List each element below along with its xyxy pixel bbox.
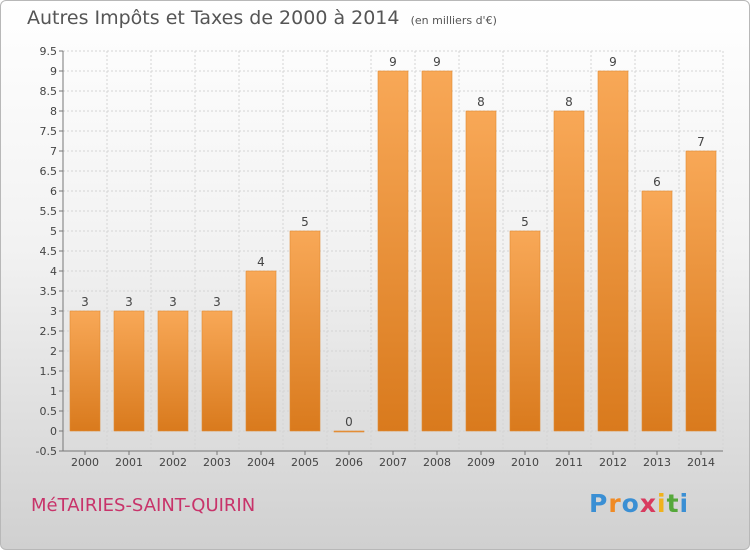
y-tick-label: 0.5: [40, 405, 58, 418]
y-tick-label: 8.5: [40, 85, 58, 98]
y-tick-label: 7: [50, 145, 57, 158]
bar-2014: [685, 150, 717, 432]
x-tick-label-2010: 2010: [511, 456, 539, 469]
value-label-2009: 8: [477, 95, 485, 109]
y-tick-labels: -0.5 0 0.5 1 1.5 2 2.5 3 3.5 4 4.5 5 5.5 6 6.5 7 7.5 8 8.5…: [36, 45, 57, 458]
bar-2002: [157, 310, 189, 432]
bar-2009: [465, 110, 497, 432]
value-label-2000: 3: [81, 295, 89, 309]
x-tick-label-2014: 2014: [687, 456, 715, 469]
y-tick-label: 2: [50, 345, 57, 358]
value-label-2007: 9: [389, 55, 397, 69]
y-tick-label: 2.5: [40, 325, 58, 338]
value-label-2001: 3: [125, 295, 133, 309]
y-tick-label: 4.5: [40, 245, 58, 258]
x-tick-label-2011: 2011: [555, 456, 583, 469]
y-tick-label: -0.5: [36, 445, 57, 458]
x-tick-label-2006: 2006: [335, 456, 363, 469]
bar-2003: [201, 310, 233, 432]
x-tick-label-2005: 2005: [291, 456, 319, 469]
y-tick-label: 0: [50, 425, 57, 438]
y-tick-label: 3: [50, 305, 57, 318]
value-label-2005: 5: [301, 215, 309, 229]
value-label-2010: 5: [521, 215, 529, 229]
x-tick-label-2012: 2012: [599, 456, 627, 469]
logo-letter: i: [657, 489, 667, 518]
x-tick-label-2000: 2000: [71, 456, 99, 469]
proxiti-logo: Proxiti: [589, 489, 689, 518]
chart-title-text: Autres Impôts et Taxes de 2000 à 2014: [27, 7, 400, 29]
y-tick-label: 9: [50, 65, 57, 78]
y-tick-label: 6: [50, 185, 57, 198]
chart-unit-label: (en milliers d'€): [410, 14, 497, 27]
y-tick-label: 6.5: [40, 165, 58, 178]
y-tick-label: 9.5: [40, 45, 58, 58]
value-label-2002: 3: [169, 295, 177, 309]
bar-2005: [289, 230, 321, 432]
value-label-2006: 0: [345, 415, 353, 429]
bar-2000: [69, 310, 101, 432]
logo-letter: o: [621, 489, 640, 518]
y-tick-label: 4: [50, 265, 57, 278]
y-tick-label: 3.5: [40, 285, 58, 298]
y-tick-label: 1.5: [40, 365, 58, 378]
value-label-2011: 8: [565, 95, 573, 109]
y-tick-label: 7.5: [40, 125, 58, 138]
bar-2013: [641, 190, 673, 432]
value-label-2012: 9: [609, 55, 617, 69]
bar-2008: [421, 70, 453, 432]
y-tick-label: 8: [50, 105, 57, 118]
bar-2011: [553, 110, 585, 432]
logo-letter: x: [639, 489, 657, 518]
y-tick-label: 1: [50, 385, 57, 398]
x-tick-labels: 2000 2001 2002 2003 2004 2005 2006 2007 2008 2009…: [71, 456, 715, 469]
x-tick-label-2007: 2007: [379, 456, 407, 469]
bar-2006: [333, 430, 365, 433]
value-label-2014: 7: [697, 135, 705, 149]
logo-letter: P: [589, 489, 609, 518]
logo-letter: r: [608, 489, 622, 518]
y-tick-label: 5.5: [40, 205, 58, 218]
x-tick-label-2009: 2009: [467, 456, 495, 469]
x-tick-label-2008: 2008: [423, 456, 451, 469]
value-labels: 3 3 3 3 4 5 0 9 9 8 5 8 9 6 7: [81, 55, 705, 429]
commune-name: MéTAIRIES-SAINT-QUIRIN: [31, 495, 256, 516]
bar-2001: [113, 310, 145, 432]
logo-letter: t: [666, 489, 680, 518]
bar-2010: [509, 230, 541, 432]
logo-letter: i: [679, 489, 690, 518]
bar-2007: [377, 70, 409, 432]
x-tick-label-2013: 2013: [643, 456, 671, 469]
x-tick-label-2001: 2001: [115, 456, 143, 469]
x-tick-label-2004: 2004: [247, 456, 275, 469]
x-tick-label-2002: 2002: [159, 456, 187, 469]
bar-2012: [597, 70, 629, 432]
y-tick-label: 5: [50, 225, 57, 238]
axes: [59, 50, 723, 455]
chart-title: Autres Impôts et Taxes de 2000 à 2014 (e…: [27, 7, 497, 29]
bars: [69, 70, 717, 433]
x-tick-label-2003: 2003: [203, 456, 231, 469]
value-label-2013: 6: [653, 175, 661, 189]
value-label-2008: 9: [433, 55, 441, 69]
value-label-2004: 4: [257, 255, 265, 269]
bar-2004: [245, 270, 277, 432]
value-label-2003: 3: [213, 295, 221, 309]
